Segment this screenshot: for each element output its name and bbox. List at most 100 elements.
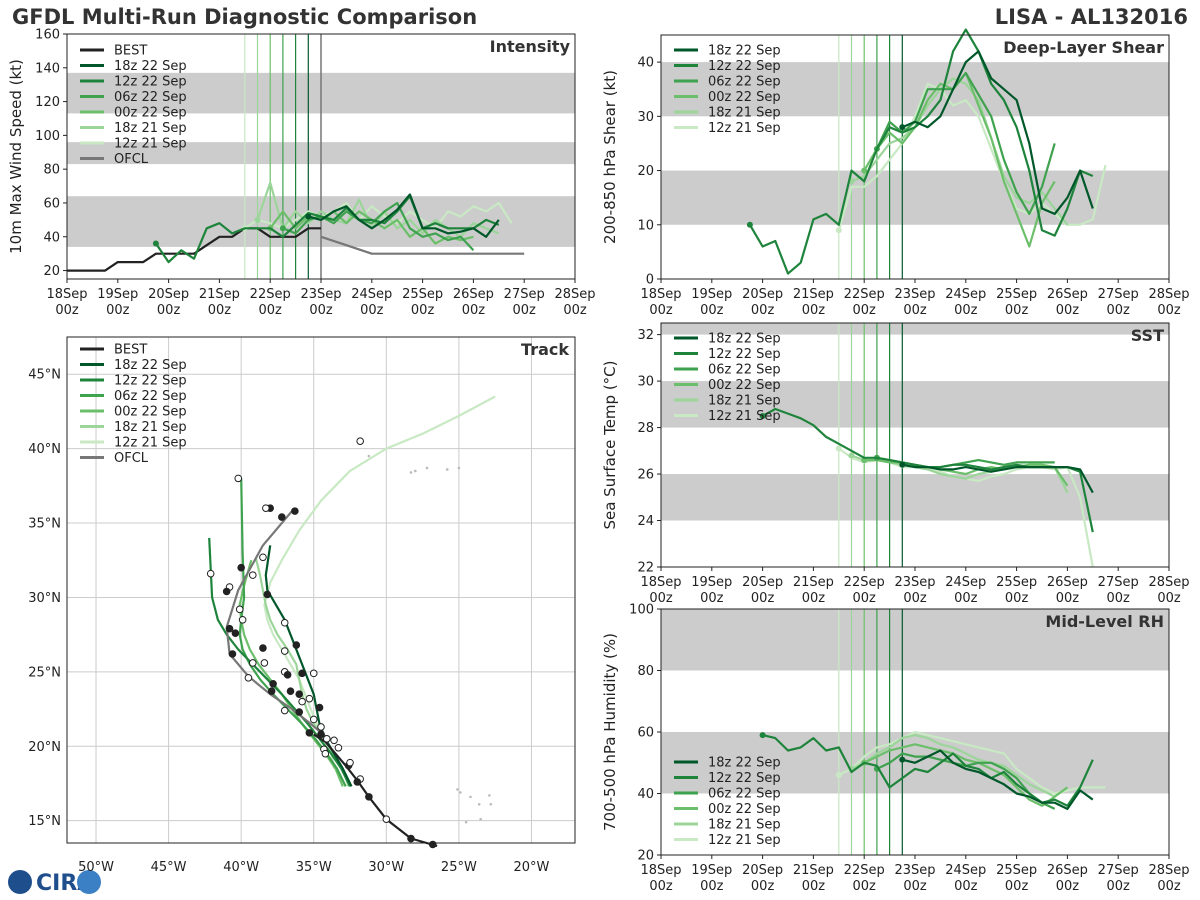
intensity-xtick-hour: 00z: [157, 303, 181, 318]
shear-series-18z-22-sep: [901, 50, 1094, 215]
intensity-series-ofcl: [320, 235, 525, 255]
sst-xtick-hour: 00z: [751, 591, 775, 606]
storm-id: LISA - AL132016: [995, 5, 1188, 29]
track-position-filled: [428, 840, 437, 849]
rh-xtick-date: 20Sep: [742, 863, 783, 878]
rh-legend-label-12z-21-sep: 12z 21 Sep: [708, 833, 781, 848]
track-ytick-label: 40°N: [28, 442, 61, 457]
sst-legend-label-12z-22-sep: 12z 22 Sep: [708, 347, 781, 362]
shear-xtick-hour: 00z: [1056, 303, 1080, 318]
rh-band-1: [661, 609, 1169, 671]
sst-ytick-label: 24: [637, 514, 654, 529]
sst-ytick-label: 32: [637, 328, 654, 343]
sst-xtick-hour: 00z: [700, 591, 724, 606]
shear-series-12z-21-sep: [837, 82, 1107, 231]
track-position-open: [206, 569, 215, 578]
rh-xtick-hour: 00z: [802, 879, 826, 894]
sst-ylabel: Sea Surface Temp (°C): [601, 360, 619, 529]
track-position-filled: [263, 590, 272, 599]
sst-band-2: [661, 323, 1169, 335]
intensity-legend-label-06z-22-sep: 06z 22 Sep: [114, 90, 187, 105]
track-position-open: [356, 437, 364, 445]
sst-xtick-hour: 00z: [1157, 591, 1181, 606]
intensity-xtick-hour: 00z: [259, 303, 283, 318]
shear-band-0: [661, 170, 1169, 225]
shear-xtick-hour: 00z: [1157, 303, 1181, 318]
track-ytick-label: 45°N: [28, 368, 61, 383]
track-position-filled: [407, 834, 415, 843]
track-island: [367, 454, 371, 458]
intensity-legend-label-00z-22-sep: 00z 22 Sep: [114, 106, 187, 121]
shear-xtick-hour: 00z: [1005, 303, 1029, 318]
shear-series-start-12z-21-sep: [835, 227, 842, 234]
intensity-xtick-hour: 00z: [563, 303, 587, 318]
shear-legend-label-06z-22-sep: 06z 22 Sep: [708, 75, 781, 90]
intensity-xtick-date: 22Sep: [250, 287, 291, 302]
intensity-xtick-hour: 00z: [513, 303, 537, 318]
sst-series-start-18z-22-sep: [899, 461, 906, 468]
shear-xtick-date: 27Sep: [1098, 287, 1139, 302]
intensity-title: Intensity: [490, 37, 571, 56]
track-position-open: [244, 674, 253, 682]
track-position-open: [234, 474, 243, 483]
track-position-filled: [278, 513, 286, 521]
rh-xtick-hour: 00z: [1005, 879, 1029, 894]
intensity-xtick-hour: 00z: [411, 303, 435, 318]
rh-xtick-date: 21Sep: [793, 863, 834, 878]
panel-rh: 2040608010018Sep00z19Sep00z20Sep00z21Sep…: [601, 603, 1190, 895]
sst-band-0: [661, 474, 1169, 521]
intensity-series-12z-22-sep: [154, 195, 500, 264]
track-island: [425, 466, 429, 470]
shear-series-06z-22-sep: [875, 71, 1056, 215]
track-island: [459, 791, 462, 794]
intensity-xtick-date: 24Sep: [351, 287, 392, 302]
track-legend-label-ofcl: OFCL: [114, 451, 149, 466]
shear-band-1: [661, 62, 1169, 117]
track-ytick-label: 20°N: [28, 740, 61, 755]
intensity-xtick-hour: 00z: [106, 303, 130, 318]
track-legend-label-00z-22-sep: 00z 22 Sep: [114, 405, 187, 420]
track-position-open: [317, 723, 325, 731]
sst-xtick-date: 21Sep: [793, 575, 834, 590]
track-legend-label-06z-22-sep: 06z 22 Sep: [114, 389, 187, 404]
cira-logo: CIRA: [8, 870, 101, 896]
shear-series-start-18z-22-sep: [899, 124, 906, 131]
track-position-filled: [295, 708, 304, 716]
shear-ylabel: 200-850 hPa Shear (kt): [601, 70, 619, 244]
shear-series-start-12z-22-sep: [746, 221, 753, 228]
intensity-series-start-06z-22-sep: [279, 225, 286, 232]
track-position-open: [305, 694, 314, 703]
track-position-open: [248, 571, 257, 579]
sst-xtick-date: 25Sep: [996, 575, 1037, 590]
intensity-xtick-date: 20Sep: [148, 287, 189, 302]
panel-sst: 22242628303218Sep00z19Sep00z20Sep00z21Se…: [601, 322, 1190, 606]
track-position-open: [238, 615, 247, 624]
rh-ytick-label: 60: [637, 726, 654, 741]
track-position-open: [309, 669, 318, 678]
shear-xtick-date: 26Sep: [1047, 287, 1088, 302]
intensity-xtick-date: 21Sep: [199, 287, 240, 302]
shear-series-12z-22-sep: [748, 28, 1094, 275]
rh-ytick-label: 20: [637, 849, 654, 864]
shear-xtick-hour: 00z: [1107, 303, 1131, 318]
intensity-series-18z-22-sep: [308, 193, 500, 238]
shear-ytick-label: 30: [637, 110, 654, 125]
shear-xtick-date: 28Sep: [1148, 287, 1189, 302]
track-position-filled: [315, 703, 324, 712]
sst-xtick-date: 24Sep: [945, 575, 986, 590]
intensity-xtick-hour: 00z: [208, 303, 232, 318]
intensity-xtick-date: 19Sep: [97, 287, 138, 302]
sst-xtick-date: 18Sep: [640, 575, 681, 590]
rh-legend-label-18z-21-sep: 18z 21 Sep: [708, 818, 781, 833]
track-position-open: [248, 659, 257, 667]
track-position-filled: [269, 679, 277, 688]
track-position-open: [346, 758, 354, 767]
shear-xtick-hour: 00z: [649, 303, 673, 318]
track-position-filled: [237, 563, 245, 572]
shear-legend-label-00z-22-sep: 00z 22 Sep: [708, 90, 781, 105]
shear-legend-label-18z-22-sep: 18z 22 Sep: [708, 44, 781, 59]
rh-xtick-date: 24Sep: [945, 863, 986, 878]
intensity-legend-label-18z-21-sep: 18z 21 Sep: [114, 121, 187, 136]
intensity-legend-label-ofcl: OFCL: [114, 152, 149, 167]
